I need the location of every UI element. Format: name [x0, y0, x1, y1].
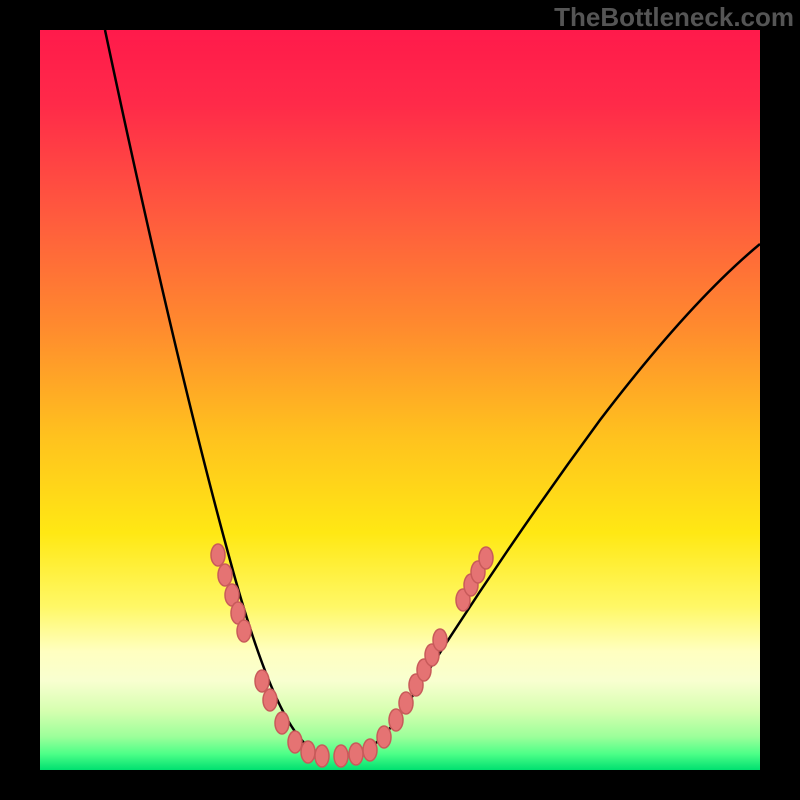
- curve-marker: [389, 709, 403, 731]
- curve-marker: [263, 689, 277, 711]
- chart-stage: TheBottleneck.com: [0, 0, 800, 800]
- curve-marker: [377, 726, 391, 748]
- curve-marker: [363, 739, 377, 761]
- curve-marker: [218, 564, 232, 586]
- bottleneck-chart: [0, 0, 800, 800]
- plot-area: [40, 30, 760, 770]
- curve-marker: [237, 620, 251, 642]
- curve-marker: [315, 745, 329, 767]
- curve-marker: [479, 547, 493, 569]
- curve-marker: [288, 731, 302, 753]
- curve-marker: [433, 629, 447, 651]
- curve-marker: [334, 745, 348, 767]
- curve-marker: [211, 544, 225, 566]
- curve-marker: [399, 692, 413, 714]
- curve-marker: [301, 741, 315, 763]
- gradient-background: [40, 30, 760, 770]
- curve-marker: [275, 712, 289, 734]
- curve-marker: [255, 670, 269, 692]
- curve-marker: [349, 743, 363, 765]
